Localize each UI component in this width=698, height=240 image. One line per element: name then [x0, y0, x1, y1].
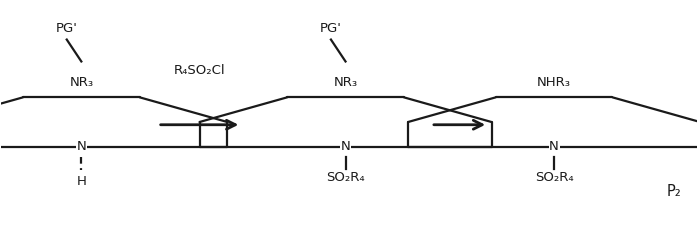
Text: SO₂R₄: SO₂R₄ — [326, 171, 365, 184]
Text: N: N — [341, 140, 350, 153]
Text: SO₂R₄: SO₂R₄ — [535, 171, 573, 184]
Text: N: N — [549, 140, 559, 153]
Text: NR₃: NR₃ — [334, 76, 357, 89]
Text: H: H — [76, 174, 87, 188]
Text: PG': PG' — [320, 22, 342, 35]
Text: NR₃: NR₃ — [69, 76, 94, 89]
Text: PG': PG' — [56, 22, 77, 35]
Text: N: N — [77, 140, 87, 153]
Text: P₂: P₂ — [667, 184, 682, 199]
Text: NHR₃: NHR₃ — [537, 76, 571, 89]
Text: R₄SO₂Cl: R₄SO₂Cl — [174, 64, 225, 77]
